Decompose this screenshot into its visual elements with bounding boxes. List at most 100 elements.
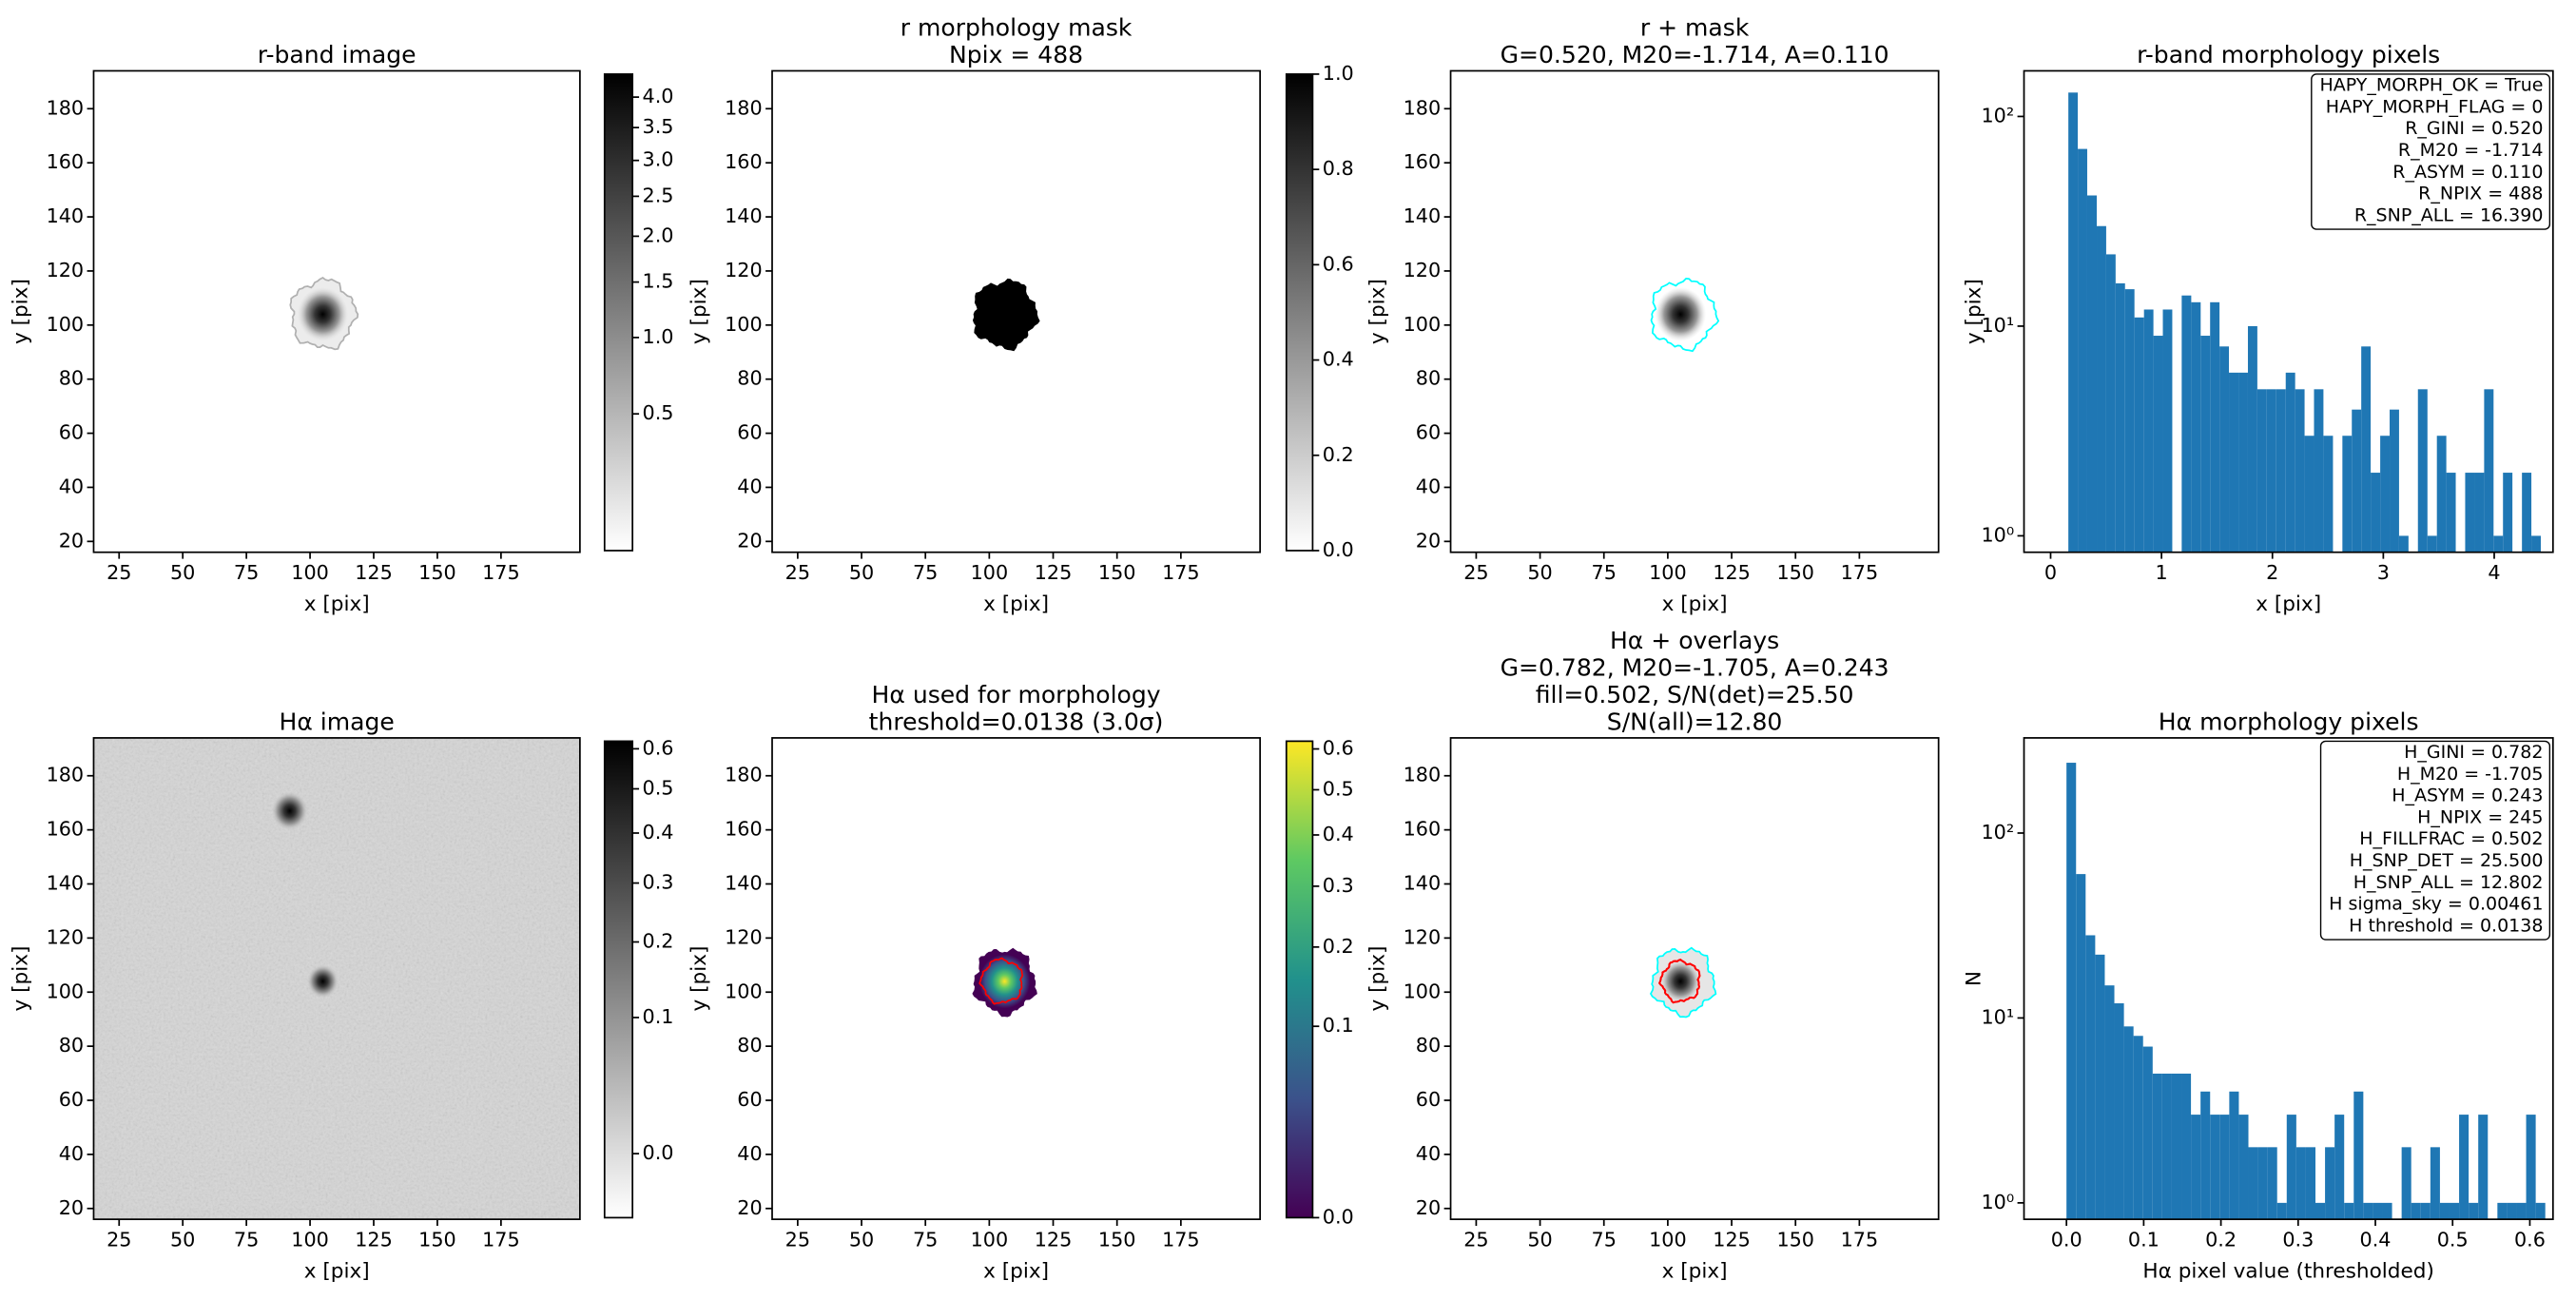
source (306, 963, 339, 999)
x-tick-label: 50 (170, 1229, 195, 1251)
stats-box-frame (2319, 740, 2551, 941)
x-tick-label: 175 (482, 1229, 520, 1251)
bar (2123, 1026, 2134, 1220)
bar (2285, 372, 2295, 553)
y-tick-label: 100 (725, 313, 763, 336)
bar (2267, 1147, 2277, 1220)
stats-line: H_ASYM = 0.243 (2392, 786, 2543, 806)
bar (2200, 1091, 2211, 1220)
x-tick-label: 125 (1713, 561, 1751, 584)
colorbar-tick-label: 0.5 (643, 777, 674, 800)
bar (2171, 1073, 2182, 1220)
colorbar-tick-label: 4.0 (643, 85, 674, 107)
y-tick-label: 80 (59, 1034, 84, 1057)
bar (2401, 1147, 2411, 1220)
y-tick-label: 140 (1404, 872, 1442, 895)
bar (2446, 473, 2456, 553)
stats-line: H_SNP_DET = 25.500 (2350, 850, 2544, 871)
x-tick-label: 3 (2377, 561, 2390, 584)
bar (2256, 389, 2267, 553)
chart-title: Npix = 488 (949, 41, 1083, 68)
bar (2276, 389, 2286, 553)
x-tick-label: 175 (1841, 561, 1879, 584)
y-tick-label: 160 (47, 150, 85, 173)
axes-frame (92, 737, 581, 1221)
colorbar-tick-label: 0.4 (1323, 348, 1354, 371)
chart-title: Hα used for morphology (872, 681, 1161, 708)
bar (2210, 301, 2220, 553)
x-axis-label: x [pix] (983, 592, 1049, 616)
y-tick-label: 180 (1404, 96, 1442, 119)
x-tick-label: 50 (849, 561, 874, 584)
x-tick-label: 2 (2266, 561, 2278, 584)
colorbar-tick-label: 0.0 (1323, 538, 1354, 561)
stats-line: R_ASYM = 0.110 (2392, 162, 2543, 183)
colorbar-tick-label: 0.3 (643, 871, 674, 894)
axes-frame (771, 69, 1261, 553)
plot-area (972, 278, 1040, 352)
colorbar-tick-label: 0.6 (1323, 737, 1354, 760)
y-tick-label: 60 (737, 1088, 762, 1111)
bar (2210, 1115, 2220, 1220)
bar (2535, 1202, 2546, 1220)
x-tick-label: 0.6 (2514, 1229, 2546, 1251)
y-tick-label: 80 (737, 367, 762, 390)
axes-frame (92, 69, 581, 553)
y-tick-label: 120 (47, 925, 85, 948)
y-tick-label: 60 (1416, 421, 1441, 444)
bar (2507, 1202, 2517, 1220)
x-tick-label: 75 (234, 561, 259, 584)
x-tick-label: 0.3 (2282, 1229, 2314, 1251)
y-tick-label: 80 (737, 1034, 762, 1057)
y-tick-label: 140 (725, 204, 763, 227)
stats-line: H sigma_sky = 0.00461 (2329, 894, 2543, 915)
stats-line: H_GINI = 0.782 (2404, 742, 2543, 763)
y-tick-label: 20 (59, 1196, 84, 1219)
x-tick-label: 125 (1713, 1229, 1751, 1251)
panel: 0.0 0.1 0.2 0.3 0.4 0.5 0.6 10⁰ 10¹ 10² Hα pixel v… (1963, 708, 2554, 1283)
colorbar (1285, 740, 1314, 1219)
contour (978, 957, 1024, 1005)
bar (2493, 535, 2504, 553)
y-tick-label: 160 (1404, 818, 1442, 841)
x-tick-label: 175 (1162, 561, 1200, 584)
plot-area (2066, 763, 2546, 1220)
x-tick-label: 25 (785, 1229, 810, 1251)
x-tick-label: 0.4 (2360, 1229, 2392, 1251)
y-tick-label: 60 (737, 421, 762, 444)
colorbar-tick-label: 0.0 (643, 1141, 674, 1164)
y-tick-label: 160 (1404, 150, 1442, 173)
y-tick-label: 180 (725, 764, 763, 786)
bar (2219, 1115, 2230, 1220)
bar (2411, 1202, 2421, 1220)
bar (2497, 1202, 2508, 1220)
bar (2430, 1147, 2440, 1220)
x-tick-label: 75 (1592, 1229, 1617, 1251)
bar (2104, 985, 2115, 1220)
bar (2266, 389, 2276, 553)
y-tick-label: 20 (737, 529, 762, 552)
bar (2390, 409, 2399, 553)
y-tick-label: 80 (1416, 367, 1441, 390)
source (297, 287, 349, 341)
y-axis-label: y [pix] (1366, 279, 1390, 344)
colorbar-tick-label: 0.5 (1323, 777, 1354, 800)
bar (2105, 254, 2116, 553)
y-tick-label: 160 (725, 818, 763, 841)
bar (2238, 372, 2248, 553)
bar (2478, 1115, 2489, 1220)
x-tick-label: 50 (849, 1229, 874, 1251)
bar (2315, 1202, 2326, 1220)
colorbar-tick-label: 0.0 (1323, 1205, 1354, 1228)
y-tick-label: 10¹ (1981, 314, 2014, 337)
y-tick-label: 120 (1404, 259, 1442, 281)
chart-title: r morphology mask (901, 13, 1133, 41)
x-tick-label: 0 (2044, 561, 2057, 584)
bar (2342, 436, 2353, 553)
bar (2276, 1202, 2287, 1220)
axes-frame (771, 737, 1261, 1221)
bar (2420, 1202, 2431, 1220)
panel: 25 50 75 100 125 150 175 20 40 60 80 100 120 140 160 18… (9, 708, 673, 1283)
chart-title: G=0.782, M20=-1.705, A=0.243 (1501, 653, 1889, 681)
x-tick-label: 100 (971, 1229, 1009, 1251)
